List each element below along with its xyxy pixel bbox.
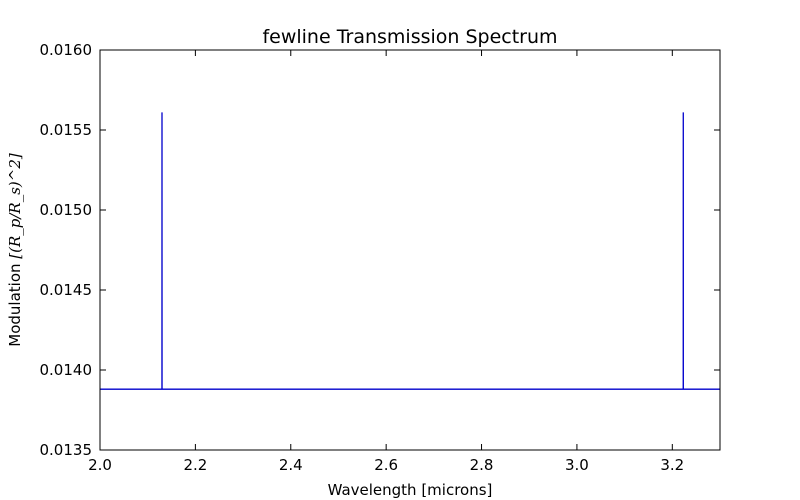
y-tick-label: 0.0155 (40, 121, 93, 139)
y-tick-label: 0.0140 (40, 361, 93, 379)
chart-title: fewline Transmission Spectrum (262, 26, 557, 48)
x-tick-label: 2.8 (470, 456, 494, 474)
y-tick-label: 0.0145 (40, 281, 93, 299)
y-tick-label: 0.0160 (40, 41, 93, 59)
x-axis-ticks: 2.0 2.2 2.4 2.6 2.8 3.0 3.2 (88, 50, 684, 474)
x-tick-label: 2.6 (374, 456, 398, 474)
x-tick-label: 3.2 (660, 456, 684, 474)
x-axis-label: Wavelength [microns] (328, 481, 493, 499)
x-tick-label: 2.4 (279, 456, 303, 474)
plot-area (99, 49, 721, 451)
y-tick-label: 0.0135 (40, 441, 93, 459)
y-tick-label: 0.0150 (40, 201, 93, 219)
y-axis-label-text: Modulation (6, 259, 24, 347)
x-tick-label: 2.0 (88, 456, 112, 474)
axes-frame (99, 49, 721, 451)
series-line-0 (100, 112, 720, 390)
y-axis-label-math: [(R_p/R_s)^2] (6, 153, 24, 259)
y-axis-ticks: 0.0135 0.0140 0.0145 0.0150 0.0155 0.0160 (40, 41, 720, 459)
x-tick-label: 2.2 (183, 456, 207, 474)
x-tick-label: 3.0 (565, 456, 589, 474)
y-axis-label: Modulation [(R_p/R_s)^2] (6, 153, 24, 347)
